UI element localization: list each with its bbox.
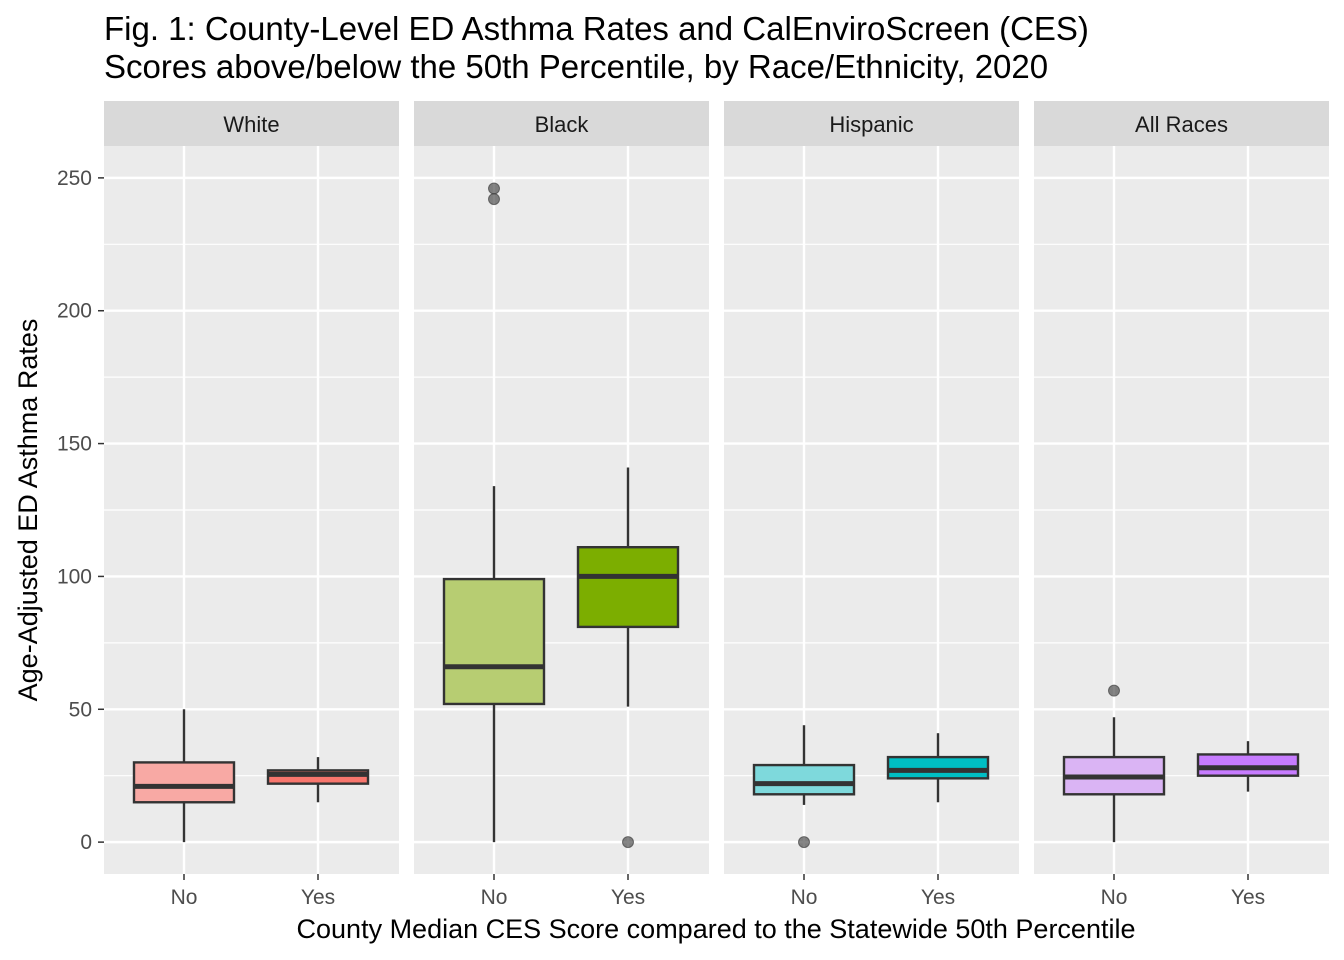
box-no bbox=[442, 182, 546, 843]
y-tick-label: 200 bbox=[57, 300, 92, 323]
outlier-point bbox=[798, 836, 810, 849]
x-tick-label: Yes bbox=[1231, 886, 1265, 909]
y-tick-label: 0 bbox=[80, 831, 92, 854]
facet-strip bbox=[1034, 101, 1329, 146]
facet-strip bbox=[414, 101, 709, 146]
chart-title-line-2: Scores above/below the 50th Percentile, … bbox=[104, 48, 1048, 85]
box-no bbox=[752, 725, 856, 849]
box-yes bbox=[266, 757, 370, 803]
facet-strip bbox=[104, 101, 399, 146]
y-tick-label: 50 bbox=[69, 698, 92, 721]
x-tick-label: No bbox=[171, 886, 198, 909]
x-tick-label: Yes bbox=[611, 886, 645, 909]
box-body bbox=[442, 577, 546, 706]
x-tick-label: Yes bbox=[301, 886, 335, 909]
y-axis-title: Age-Adjusted ED Asthma Rates bbox=[13, 319, 43, 702]
box-yes bbox=[576, 467, 680, 849]
box-no bbox=[1062, 684, 1166, 843]
facet-strip-label: Black bbox=[535, 112, 590, 137]
facet-strip-label: White bbox=[223, 112, 279, 137]
box-no bbox=[132, 709, 236, 843]
x-tick-label: Yes bbox=[921, 886, 955, 909]
facet-white: White No Yes bbox=[104, 101, 399, 909]
box-yes bbox=[886, 733, 990, 803]
facet-strip-label: All Races bbox=[1135, 112, 1228, 137]
y-axis: 0 50 100 150 200 250 bbox=[57, 167, 104, 854]
chart-title-line-1: Fig. 1: County-Level ED Asthma Rates and… bbox=[104, 10, 1089, 47]
outlier-point bbox=[622, 836, 634, 849]
x-axis-title: County Median CES Score compared to the … bbox=[297, 914, 1136, 944]
y-tick-label: 150 bbox=[57, 433, 92, 456]
outlier-point bbox=[488, 193, 500, 206]
facet-black: Black No Yes bbox=[414, 101, 709, 909]
facet-strip-label: Hispanic bbox=[829, 112, 913, 137]
x-tick-label: No bbox=[791, 886, 818, 909]
box-yes bbox=[1196, 741, 1300, 792]
box-body bbox=[752, 763, 856, 796]
y-tick-label: 100 bbox=[57, 565, 92, 588]
box-body bbox=[576, 545, 680, 629]
facet-hispanic: Hispanic No Yes bbox=[724, 101, 1019, 909]
x-tick-label: No bbox=[1101, 886, 1128, 909]
outlier-point bbox=[1108, 684, 1120, 697]
outlier-point bbox=[488, 182, 500, 195]
facet-strip bbox=[724, 101, 1019, 146]
facet-all-races: All Races No Yes bbox=[1034, 101, 1329, 909]
box-body bbox=[886, 755, 990, 780]
y-tick-label: 250 bbox=[57, 167, 92, 190]
x-tick-label: No bbox=[481, 886, 508, 909]
box-body bbox=[1196, 753, 1300, 777]
box-body bbox=[132, 761, 236, 804]
